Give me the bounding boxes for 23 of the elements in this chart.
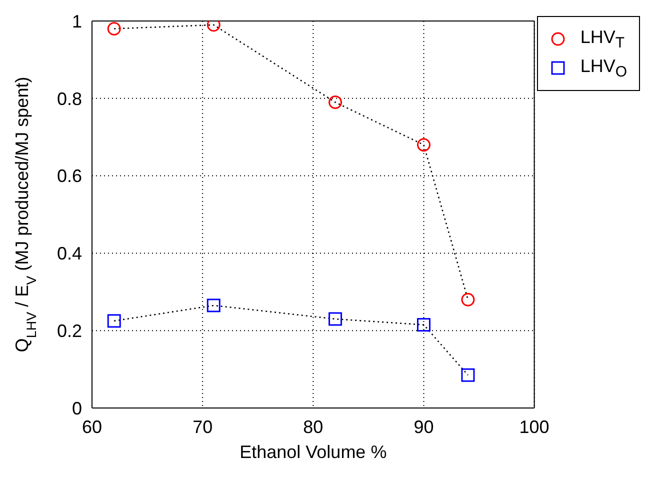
x-tick-label: 70 bbox=[192, 416, 213, 437]
y-tick-label: 0.2 bbox=[56, 320, 82, 341]
x-axis-title: Ethanol Volume % bbox=[240, 442, 387, 462]
y-tick-label: 0.6 bbox=[56, 166, 82, 186]
y-tick-label: 0.4 bbox=[56, 244, 82, 264]
x-tick-label: 60 bbox=[82, 416, 102, 437]
y-tick-label: 0.8 bbox=[56, 88, 82, 109]
legend-label: LHV$_{T}$ bbox=[580, 27, 624, 52]
point bbox=[461, 292, 475, 306]
point bbox=[107, 22, 121, 36]
point bbox=[107, 314, 121, 328]
x-tick-label: 100 bbox=[519, 416, 550, 437]
point bbox=[328, 312, 342, 326]
x-tick-label: 80 bbox=[303, 416, 324, 437]
point bbox=[206, 298, 220, 312]
point bbox=[416, 138, 430, 152]
legend-label: LHV$_{O}$ bbox=[580, 56, 627, 80]
x-tick-label: 90 bbox=[414, 416, 434, 437]
point bbox=[328, 96, 342, 110]
point bbox=[416, 318, 430, 332]
y-tick-label: 0 bbox=[72, 398, 82, 418]
y-tick-label: 1 bbox=[72, 11, 82, 32]
point bbox=[461, 368, 475, 382]
